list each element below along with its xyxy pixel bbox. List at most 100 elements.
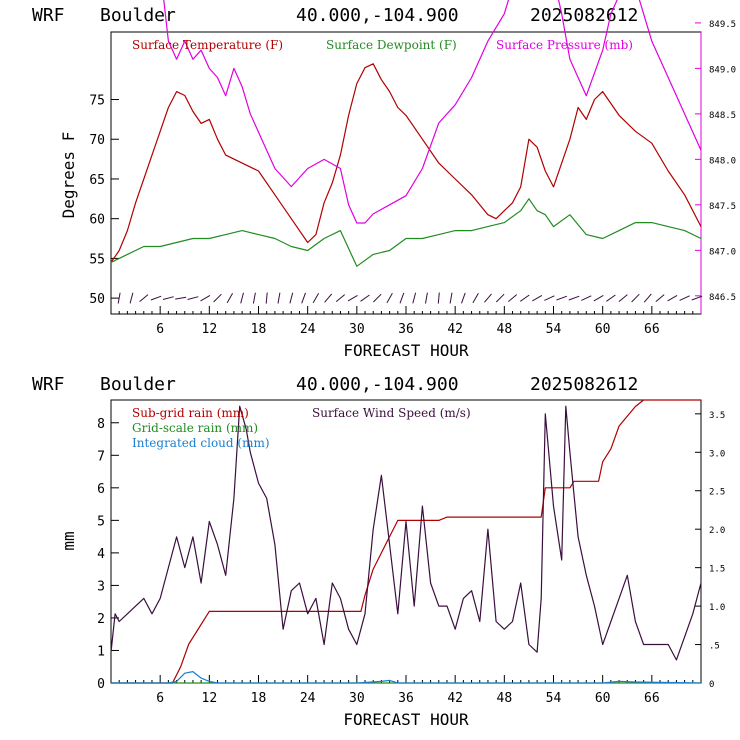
x-tick-label: 66 bbox=[644, 322, 660, 337]
precipitation-series bbox=[110, 399, 702, 684]
wind-barb bbox=[386, 293, 393, 304]
series-line-sub-grid-rain-mm bbox=[111, 399, 701, 684]
y-tick-label: 5 bbox=[97, 514, 105, 529]
x-tick-label: 48 bbox=[497, 322, 513, 337]
y-tick-label: 75 bbox=[89, 94, 105, 109]
x-tick-label: 30 bbox=[349, 322, 365, 337]
y2-tick-label: .5 bbox=[709, 642, 720, 652]
x-tick-label: 42 bbox=[447, 691, 463, 706]
temperature-x-axis-label: FORECAST HOUR bbox=[343, 341, 469, 360]
panel2-run: 2025082612 bbox=[530, 374, 638, 395]
wind-barb bbox=[226, 293, 234, 304]
x-tick-label: 60 bbox=[595, 322, 611, 337]
wind-barb bbox=[606, 294, 616, 302]
x-tick-label: 42 bbox=[447, 322, 463, 337]
precipitation-y-axis-label: mm bbox=[59, 531, 78, 550]
wind-barb bbox=[679, 295, 690, 301]
y2-tick-label: 1.5 bbox=[709, 565, 725, 575]
y-tick-label: 55 bbox=[89, 252, 105, 267]
wind-barb bbox=[461, 292, 466, 304]
y2-tick-label: 846.5 bbox=[709, 293, 736, 303]
x-tick-label: 36 bbox=[398, 691, 414, 706]
panel2-model: WRF bbox=[32, 374, 65, 395]
temperature-y-ticks: 50 55 60 65 70 75 bbox=[89, 94, 119, 307]
wind-barb bbox=[399, 292, 405, 304]
y-tick-label: 0 bbox=[97, 677, 105, 692]
y2-tick-label: 848.0 bbox=[709, 156, 736, 166]
panel1-model: WRF bbox=[32, 5, 65, 26]
y-tick-label: 4 bbox=[97, 547, 105, 562]
panel2-location: Boulder bbox=[100, 374, 176, 395]
x-tick-label: 54 bbox=[546, 691, 562, 706]
y2-tick-label: 849.5 bbox=[709, 20, 736, 30]
wind-barb bbox=[200, 294, 211, 302]
x-tick-label: 12 bbox=[202, 691, 218, 706]
wind-barb bbox=[581, 295, 592, 301]
wind-barb bbox=[520, 294, 530, 302]
temperature-x-ticks: 6 12 18 24 30 36 42 48 54 60 66 bbox=[118, 306, 694, 337]
wind-barb bbox=[667, 294, 678, 302]
wind-barb bbox=[691, 295, 703, 301]
series-line-surface-temperature-f bbox=[110, 63, 702, 263]
y2-tick-label: 847.0 bbox=[709, 247, 736, 257]
legend-wind-speed: Surface Wind Speed (m/s) bbox=[312, 406, 471, 420]
wind-barbs bbox=[117, 292, 703, 304]
wind-barb bbox=[618, 294, 628, 302]
wind-barb bbox=[347, 294, 358, 302]
wind-barb bbox=[556, 295, 568, 301]
x-tick-label: 54 bbox=[546, 322, 562, 337]
wind-barb bbox=[484, 293, 492, 303]
legend-subgrid-rain: Sub-grid rain (mm) bbox=[132, 406, 249, 420]
wind-barb bbox=[301, 292, 306, 304]
wind-barb bbox=[643, 293, 652, 303]
y-tick-label: 6 bbox=[97, 482, 105, 497]
wind-barb bbox=[324, 293, 333, 303]
legend-surface-temperature: Surface Temperature (F) bbox=[132, 38, 283, 52]
y-tick-label: 60 bbox=[89, 213, 105, 228]
y-tick-label: 1 bbox=[97, 644, 105, 659]
y-tick-label: 3 bbox=[97, 579, 105, 594]
wind-barb bbox=[495, 293, 505, 303]
wind-barb bbox=[175, 296, 187, 300]
x-tick-label: 48 bbox=[497, 691, 513, 706]
legend-surface-pressure: Surface Pressure (mb) bbox=[496, 38, 633, 52]
wind-speed-y-ticks: 0 .5 1.0 1.5 2.0 2.5 3.0 3.5 bbox=[695, 411, 725, 690]
y2-tick-label: 848.5 bbox=[709, 111, 736, 121]
wind-barb bbox=[117, 292, 121, 304]
wind-barb bbox=[129, 292, 134, 304]
wind-barb bbox=[240, 292, 244, 304]
wind-barb bbox=[373, 293, 382, 303]
temperature-y-axis-label: Degrees F bbox=[59, 132, 78, 219]
x-tick-label: 12 bbox=[202, 322, 218, 337]
y-tick-label: 8 bbox=[97, 417, 105, 432]
wind-barb bbox=[631, 293, 640, 303]
x-tick-label: 6 bbox=[156, 691, 164, 706]
precipitation-x-axis-label: FORECAST HOUR bbox=[343, 710, 469, 729]
series-line-integrated-cloud-mm bbox=[111, 670, 702, 684]
temperature-series bbox=[110, 0, 702, 267]
series-line-surface-pressure-mb bbox=[163, 0, 702, 224]
wind-barb bbox=[150, 295, 162, 301]
wind-barb bbox=[412, 292, 417, 304]
wind-barb bbox=[425, 292, 428, 304]
y-tick-label: 2 bbox=[97, 612, 105, 627]
x-tick-label: 24 bbox=[300, 322, 316, 337]
wind-barb bbox=[335, 294, 346, 302]
wind-barb bbox=[593, 294, 604, 302]
wind-barb bbox=[655, 294, 665, 302]
legend-surface-dewpoint: Surface Dewpoint (F) bbox=[326, 38, 457, 52]
y-tick-label: 7 bbox=[97, 449, 105, 464]
y2-tick-label: 3.5 bbox=[709, 411, 725, 421]
y2-tick-label: 1.0 bbox=[709, 603, 725, 613]
wind-barb bbox=[162, 296, 174, 300]
y2-tick-label: 2.5 bbox=[709, 488, 725, 498]
wind-barb bbox=[277, 292, 281, 304]
pressure-y-ticks: 846.5847.0847.5848.0848.5849.0849.5850.0… bbox=[695, 20, 736, 303]
y2-tick-label: 0 bbox=[709, 680, 714, 690]
panel1-coords: 40.000,-104.900 bbox=[296, 5, 459, 26]
y2-tick-label: 847.5 bbox=[709, 202, 736, 212]
